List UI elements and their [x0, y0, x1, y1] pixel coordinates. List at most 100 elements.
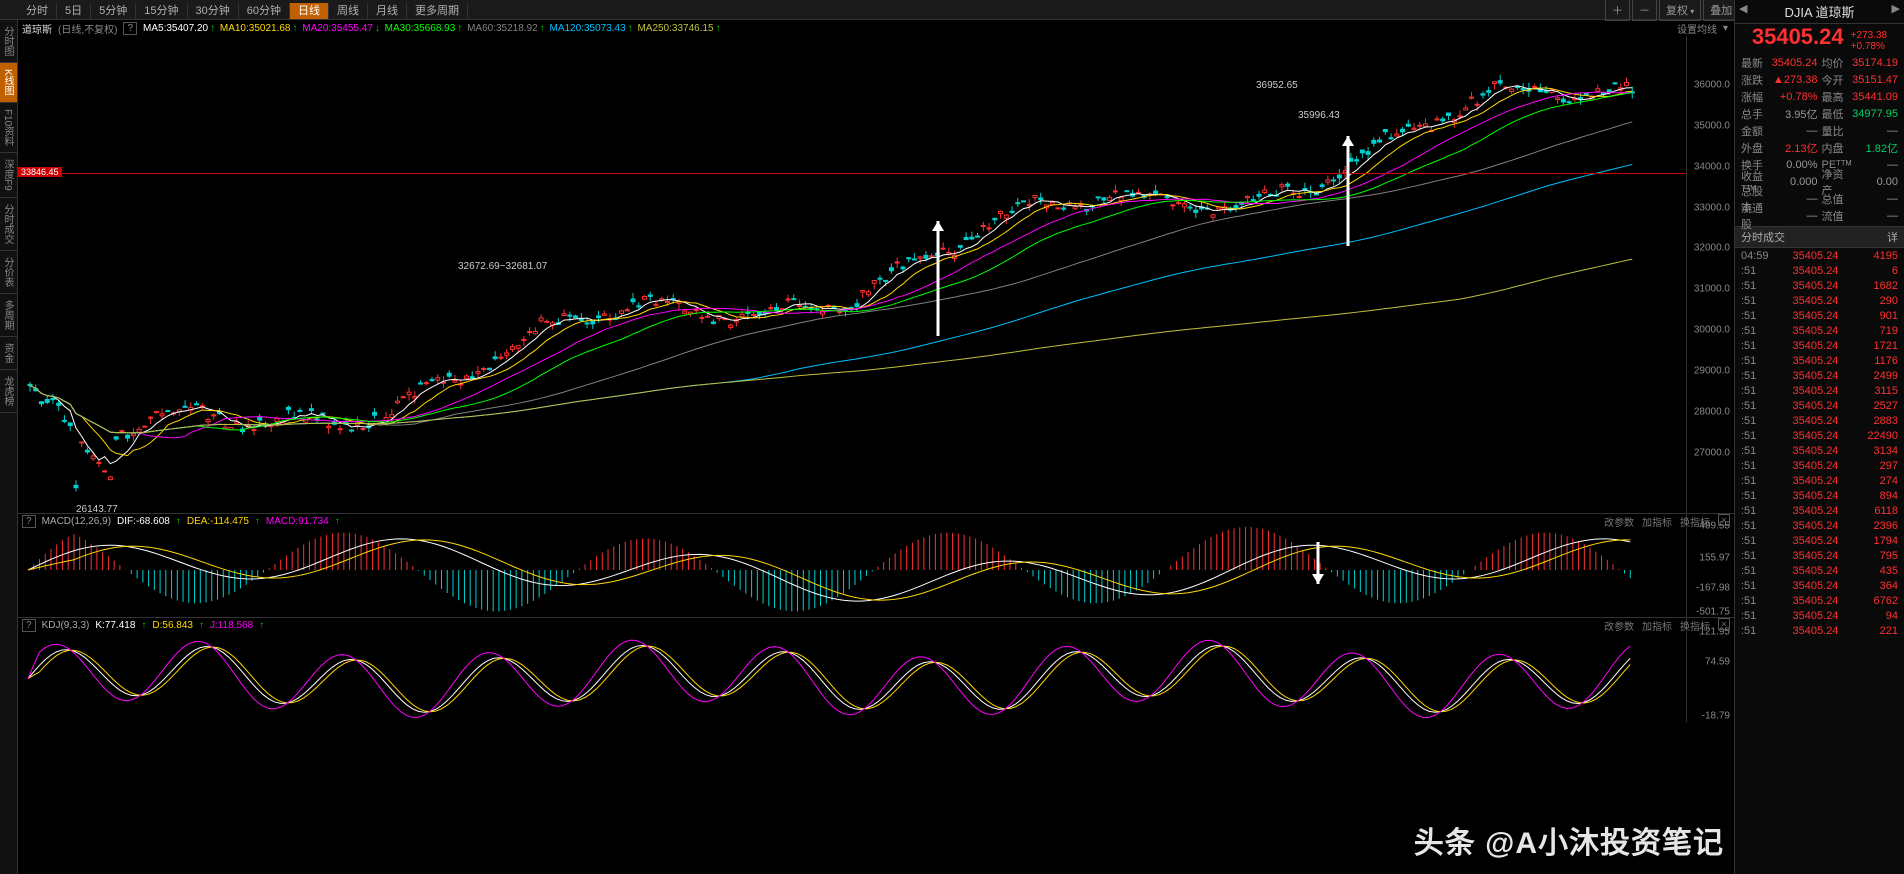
- macd-dea: DEA:-114.475: [187, 516, 249, 527]
- trade-row: :5135405.24274: [1735, 473, 1904, 488]
- quote-value: 34977.95: [1850, 108, 1899, 120]
- chart-area: 道琼斯 (日线,不复权) ? MA5:35407.20↑ MA10:35021.…: [18, 20, 1734, 874]
- quote-value: 35441.09: [1850, 91, 1899, 103]
- timeframe-tab[interactable]: 日线: [290, 3, 329, 19]
- ma-legend-item: MA5:35407.20: [143, 23, 208, 34]
- quote-value: —: [1769, 193, 1818, 205]
- toolbar-button[interactable]: －: [1632, 0, 1657, 21]
- indicator-link[interactable]: 加指标: [1642, 514, 1672, 529]
- kdj-panel[interactable]: ? KDJ(9,3,3) K:77.418↑ D:56.843↑ J:118.5…: [18, 618, 1734, 722]
- close-icon[interactable]: ×: [1718, 514, 1730, 526]
- rail-tab[interactable]: 多周期: [0, 294, 17, 337]
- rail-tab[interactable]: 分时成交: [0, 198, 17, 251]
- rail-tab[interactable]: 分价表: [0, 251, 17, 294]
- toolbar-button[interactable]: ＋: [1605, 0, 1630, 21]
- trade-row: :5135405.243134: [1735, 443, 1904, 458]
- trade-row: :5135405.24290: [1735, 293, 1904, 308]
- toolbar-button[interactable]: 复权 ▾: [1659, 0, 1701, 21]
- rail-tab[interactable]: 龙虎榜: [0, 370, 17, 413]
- quote-value: 35151.47: [1850, 74, 1899, 86]
- timeframe-tab[interactable]: 5分钟: [91, 3, 136, 19]
- ma-config-button[interactable]: 设置均线: [1677, 21, 1717, 36]
- trade-row: :5135405.246: [1735, 263, 1904, 278]
- ytick: 30000.0: [1694, 325, 1730, 336]
- timeframe-tab[interactable]: 15分钟: [136, 3, 187, 19]
- ytick: 31000.0: [1694, 284, 1730, 295]
- quote-value: —: [1850, 193, 1899, 205]
- rail-tab[interactable]: 分时图: [0, 20, 17, 63]
- trade-row: :5135405.246118: [1735, 503, 1904, 518]
- ytick: 29000.0: [1694, 366, 1730, 377]
- help-icon[interactable]: ?: [123, 22, 137, 35]
- ma-legend-item: MA120:35073.43: [549, 23, 625, 34]
- help-icon[interactable]: ?: [22, 515, 36, 528]
- close-icon[interactable]: ×: [1718, 618, 1730, 630]
- ma-legend-item: MA60:35218.92: [467, 23, 538, 34]
- quote-value: +0.78%: [1769, 91, 1818, 103]
- trades-header: 分时成交: [1741, 229, 1785, 245]
- ytick: 33000.0: [1694, 202, 1730, 213]
- trade-row: :5135405.2422490: [1735, 428, 1904, 443]
- macd-val: MACD:91.734: [266, 516, 329, 527]
- timeframe-tab[interactable]: 分时: [18, 3, 57, 19]
- trade-row: :5135405.24297: [1735, 458, 1904, 473]
- help-icon[interactable]: ?: [22, 619, 36, 632]
- quote-value: 0.00%: [1769, 159, 1818, 171]
- chart-subtitle: (日线,不复权): [58, 21, 117, 36]
- timeframe-tab[interactable]: 60分钟: [239, 3, 290, 19]
- left-nav-rail: 分时图K线图F10资料深度F9分时成交分价表多周期资金龙虎榜: [0, 20, 18, 874]
- indicator-link[interactable]: 换指标: [1680, 618, 1710, 633]
- trade-row: :5135405.24221: [1735, 623, 1904, 638]
- quote-value: 3.95亿: [1769, 106, 1818, 122]
- indicator-link[interactable]: 换指标: [1680, 514, 1710, 529]
- candlestick-chart[interactable]: 27000.028000.029000.030000.031000.032000…: [18, 36, 1734, 514]
- quote-value: —: [1850, 210, 1899, 222]
- indicator-link[interactable]: 改参数: [1604, 514, 1634, 529]
- watermark: 头条 @A小沐投资笔记: [1414, 818, 1724, 862]
- trade-row: :5135405.242499: [1735, 368, 1904, 383]
- rail-tab[interactable]: 资金: [0, 337, 17, 370]
- trade-row: 04:5935405.244195: [1735, 248, 1904, 263]
- rail-tab[interactable]: F10资料: [0, 103, 17, 153]
- indicator-link[interactable]: 加指标: [1642, 618, 1672, 633]
- quote-value: —: [1850, 159, 1899, 171]
- macd-dif: DIF:-68.608: [117, 516, 170, 527]
- next-stock-icon[interactable]: ▶: [1892, 2, 1900, 21]
- ytick: 32000.0: [1694, 243, 1730, 254]
- kdj-d: D:56.843: [152, 620, 193, 631]
- trade-row: :5135405.241176: [1735, 353, 1904, 368]
- symbol-title: DJIA 道琼斯: [1784, 2, 1854, 21]
- support-line: 33846.45: [18, 173, 1686, 174]
- quote-value: —: [1850, 125, 1899, 137]
- rail-tab[interactable]: K线图: [0, 63, 17, 103]
- quote-value: 2.13亿: [1769, 140, 1818, 156]
- quote-value: 35174.19: [1850, 57, 1899, 69]
- indicator-link[interactable]: 改参数: [1604, 618, 1634, 633]
- quote-value: —: [1769, 210, 1818, 222]
- macd-panel[interactable]: ? MACD(12,26,9) DIF:-68.608↑ DEA:-114.47…: [18, 514, 1734, 618]
- ytick: 36000.0: [1694, 80, 1730, 91]
- prev-stock-icon[interactable]: ◀: [1739, 2, 1747, 21]
- rail-tab[interactable]: 深度F9: [0, 153, 17, 198]
- price-annotation: 36952.65: [1256, 80, 1298, 91]
- ytick: 35000.0: [1694, 120, 1730, 131]
- ma-legend-item: MA20:35455.47: [302, 23, 373, 34]
- timeframe-tab[interactable]: 5日: [57, 3, 91, 19]
- ytick: 34000.0: [1694, 161, 1730, 172]
- macd-axis: 499.55155.97-167.98-501.75: [1686, 514, 1734, 617]
- tick-trades-list: 04:5935405.244195:5135405.246 :5135405.24…: [1735, 248, 1904, 638]
- ma-config-dropdown-icon[interactable]: ▾: [1723, 23, 1728, 34]
- ma-legend: 道琼斯 (日线,不复权) ? MA5:35407.20↑ MA10:35021.…: [18, 20, 1734, 36]
- trade-row: :5135405.24894: [1735, 488, 1904, 503]
- timeframe-tab[interactable]: 月线: [368, 3, 407, 19]
- timeframe-tab[interactable]: 更多周期: [407, 3, 468, 19]
- quote-sidebar: ◀ DJIA 道琼斯 ▶ 35405.24 +273.38 +0.78% 最新3…: [1734, 0, 1904, 874]
- quote-grid: 最新35405.24均价35174.19涨跌▲273.38今开35151.47涨…: [1735, 52, 1904, 226]
- timeframe-tab[interactable]: 周线: [329, 3, 368, 19]
- timeframe-tab[interactable]: 30分钟: [188, 3, 239, 19]
- trade-row: :5135405.241721: [1735, 338, 1904, 353]
- ma-legend-item: MA30:35668.93: [385, 23, 456, 34]
- trades-detail-button[interactable]: 详: [1887, 229, 1898, 245]
- trade-row: :5135405.24719: [1735, 323, 1904, 338]
- quote-value: —: [1769, 125, 1818, 137]
